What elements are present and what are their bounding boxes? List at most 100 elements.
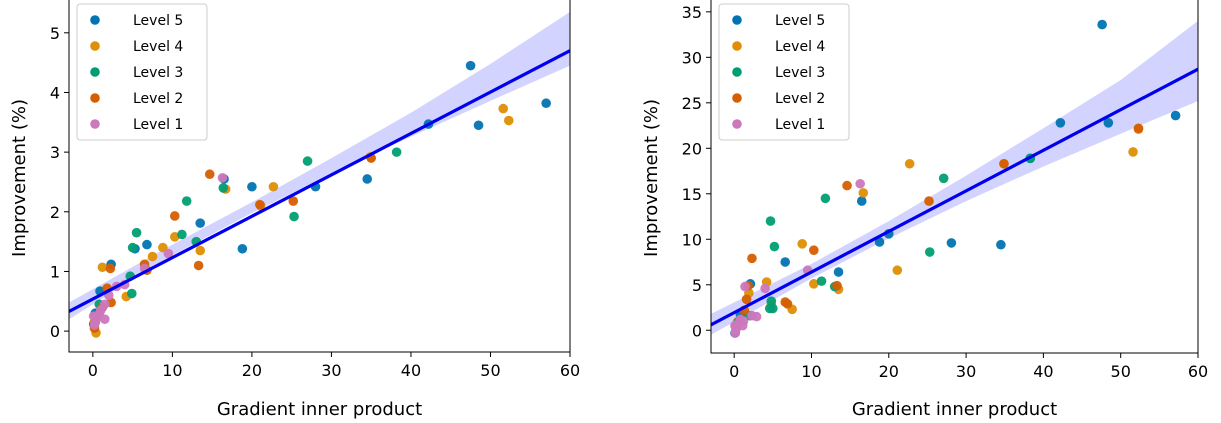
legend-label: Level 3: [775, 65, 825, 81]
data-point: [1103, 118, 1114, 128]
x-tick-label: 50: [1111, 362, 1131, 381]
data-point: [855, 178, 865, 189]
data-point: [809, 245, 819, 255]
y-tick-label: 25: [682, 94, 702, 113]
data-point: [764, 303, 775, 314]
legend-marker: [732, 41, 742, 51]
data-point: [832, 280, 842, 291]
data-point: [1128, 147, 1138, 157]
legend-label: Level 5: [775, 13, 825, 29]
data-point: [131, 227, 142, 238]
y-tick-label: 5: [692, 276, 702, 295]
x-tick-label: 30: [321, 361, 341, 380]
data-point: [892, 265, 903, 276]
y-tick-label: 15: [682, 185, 702, 204]
data-point: [97, 262, 108, 273]
data-point: [946, 238, 957, 248]
data-point: [747, 310, 757, 321]
data-point: [809, 279, 819, 289]
y-tick-label: 5: [50, 24, 60, 43]
data-point: [996, 239, 1006, 250]
legend-marker: [732, 15, 742, 25]
confidence-band: [711, 20, 1198, 335]
x-tick-label: 50: [480, 361, 500, 380]
legend-label: Level 2: [775, 91, 825, 107]
legend-marker: [90, 67, 100, 77]
axes-frame: [68, 0, 571, 353]
data-point: [842, 180, 852, 191]
data-point: [747, 253, 757, 264]
series-level-1: [730, 178, 865, 338]
plot-area: [711, 19, 1198, 338]
data-point: [924, 247, 935, 257]
chart-2: 0 10 20 30 40 50 60 0 5 10 15 20 25 30 35 Gradient inne…: [641, 0, 1208, 420]
x-axis-label: Gradient inner product: [852, 399, 1057, 420]
y-axis-label: Improvement (%): [9, 99, 30, 257]
x-tick-label: 60: [1188, 362, 1208, 381]
legend-marker: [732, 67, 742, 77]
y-tick-label: 2: [50, 203, 60, 222]
data-point: [127, 242, 138, 253]
y-tick-label: 0: [692, 321, 702, 340]
data-point: [820, 193, 831, 204]
legend-marker: [90, 93, 100, 103]
data-point: [465, 60, 476, 71]
data-point: [288, 196, 299, 206]
data-point: [874, 237, 885, 247]
data-point: [904, 158, 915, 169]
x-axis-label: Gradient inner product: [217, 399, 422, 420]
data-point: [999, 158, 1009, 169]
legend-label: Level 4: [133, 39, 183, 55]
y-tick-label: 10: [682, 230, 702, 249]
data-point: [816, 276, 827, 286]
legend-marker: [90, 41, 100, 51]
series-level-2: [731, 123, 1144, 332]
x-tick-label: 20: [242, 361, 262, 380]
data-point: [204, 169, 215, 180]
y-axis-label: Improvement (%): [641, 99, 662, 257]
data-point: [769, 241, 780, 252]
x-tick-label: 40: [401, 361, 421, 380]
data-point: [766, 296, 777, 306]
data-point: [247, 181, 257, 192]
series-level-3: [90, 147, 402, 327]
data-point: [797, 239, 808, 249]
data-point: [503, 115, 514, 126]
x-tick-label: 0: [88, 361, 98, 380]
data-point: [268, 181, 279, 192]
data-point: [195, 218, 206, 228]
data-point: [88, 311, 99, 322]
data-point: [856, 196, 867, 206]
legend-box: [718, 3, 850, 141]
legend: Level 5 Level 4 Level 3 Level 2 Level 1: [76, 3, 208, 141]
y-tick-label: 30: [682, 48, 702, 67]
legend-marker: [90, 119, 100, 129]
legend: Level 5 Level 4 Level 3 Level 2 Level 1: [718, 3, 850, 141]
data-point: [105, 263, 116, 274]
data-point: [289, 211, 299, 222]
regression-line: [711, 67, 1198, 327]
data-point: [1055, 118, 1066, 128]
y-tick-label: 4: [50, 83, 60, 102]
x-tick-label: 20: [879, 362, 899, 381]
data-point: [760, 283, 770, 294]
y-tick-label: 35: [682, 3, 702, 22]
data-point: [1133, 123, 1144, 134]
legend-label: Level 1: [133, 117, 183, 133]
plot-area: [69, 11, 570, 338]
legend-marker: [732, 93, 742, 103]
data-point: [195, 245, 206, 256]
y-tick-label: 20: [682, 139, 702, 158]
data-point: [858, 188, 869, 198]
data-point: [169, 211, 180, 221]
data-point: [765, 216, 776, 226]
x-tick-label: 0: [729, 362, 739, 381]
data-point: [782, 299, 793, 309]
chart-1: 0 10 20 30 40 50 60 0 1 2 3 4 5 Gradient inner produc…: [9, 0, 580, 420]
y-tick-label: 0: [50, 322, 60, 341]
data-point: [255, 199, 265, 210]
x-tick-label: 40: [1033, 362, 1053, 381]
data-point: [193, 260, 204, 271]
data-point: [730, 328, 741, 338]
